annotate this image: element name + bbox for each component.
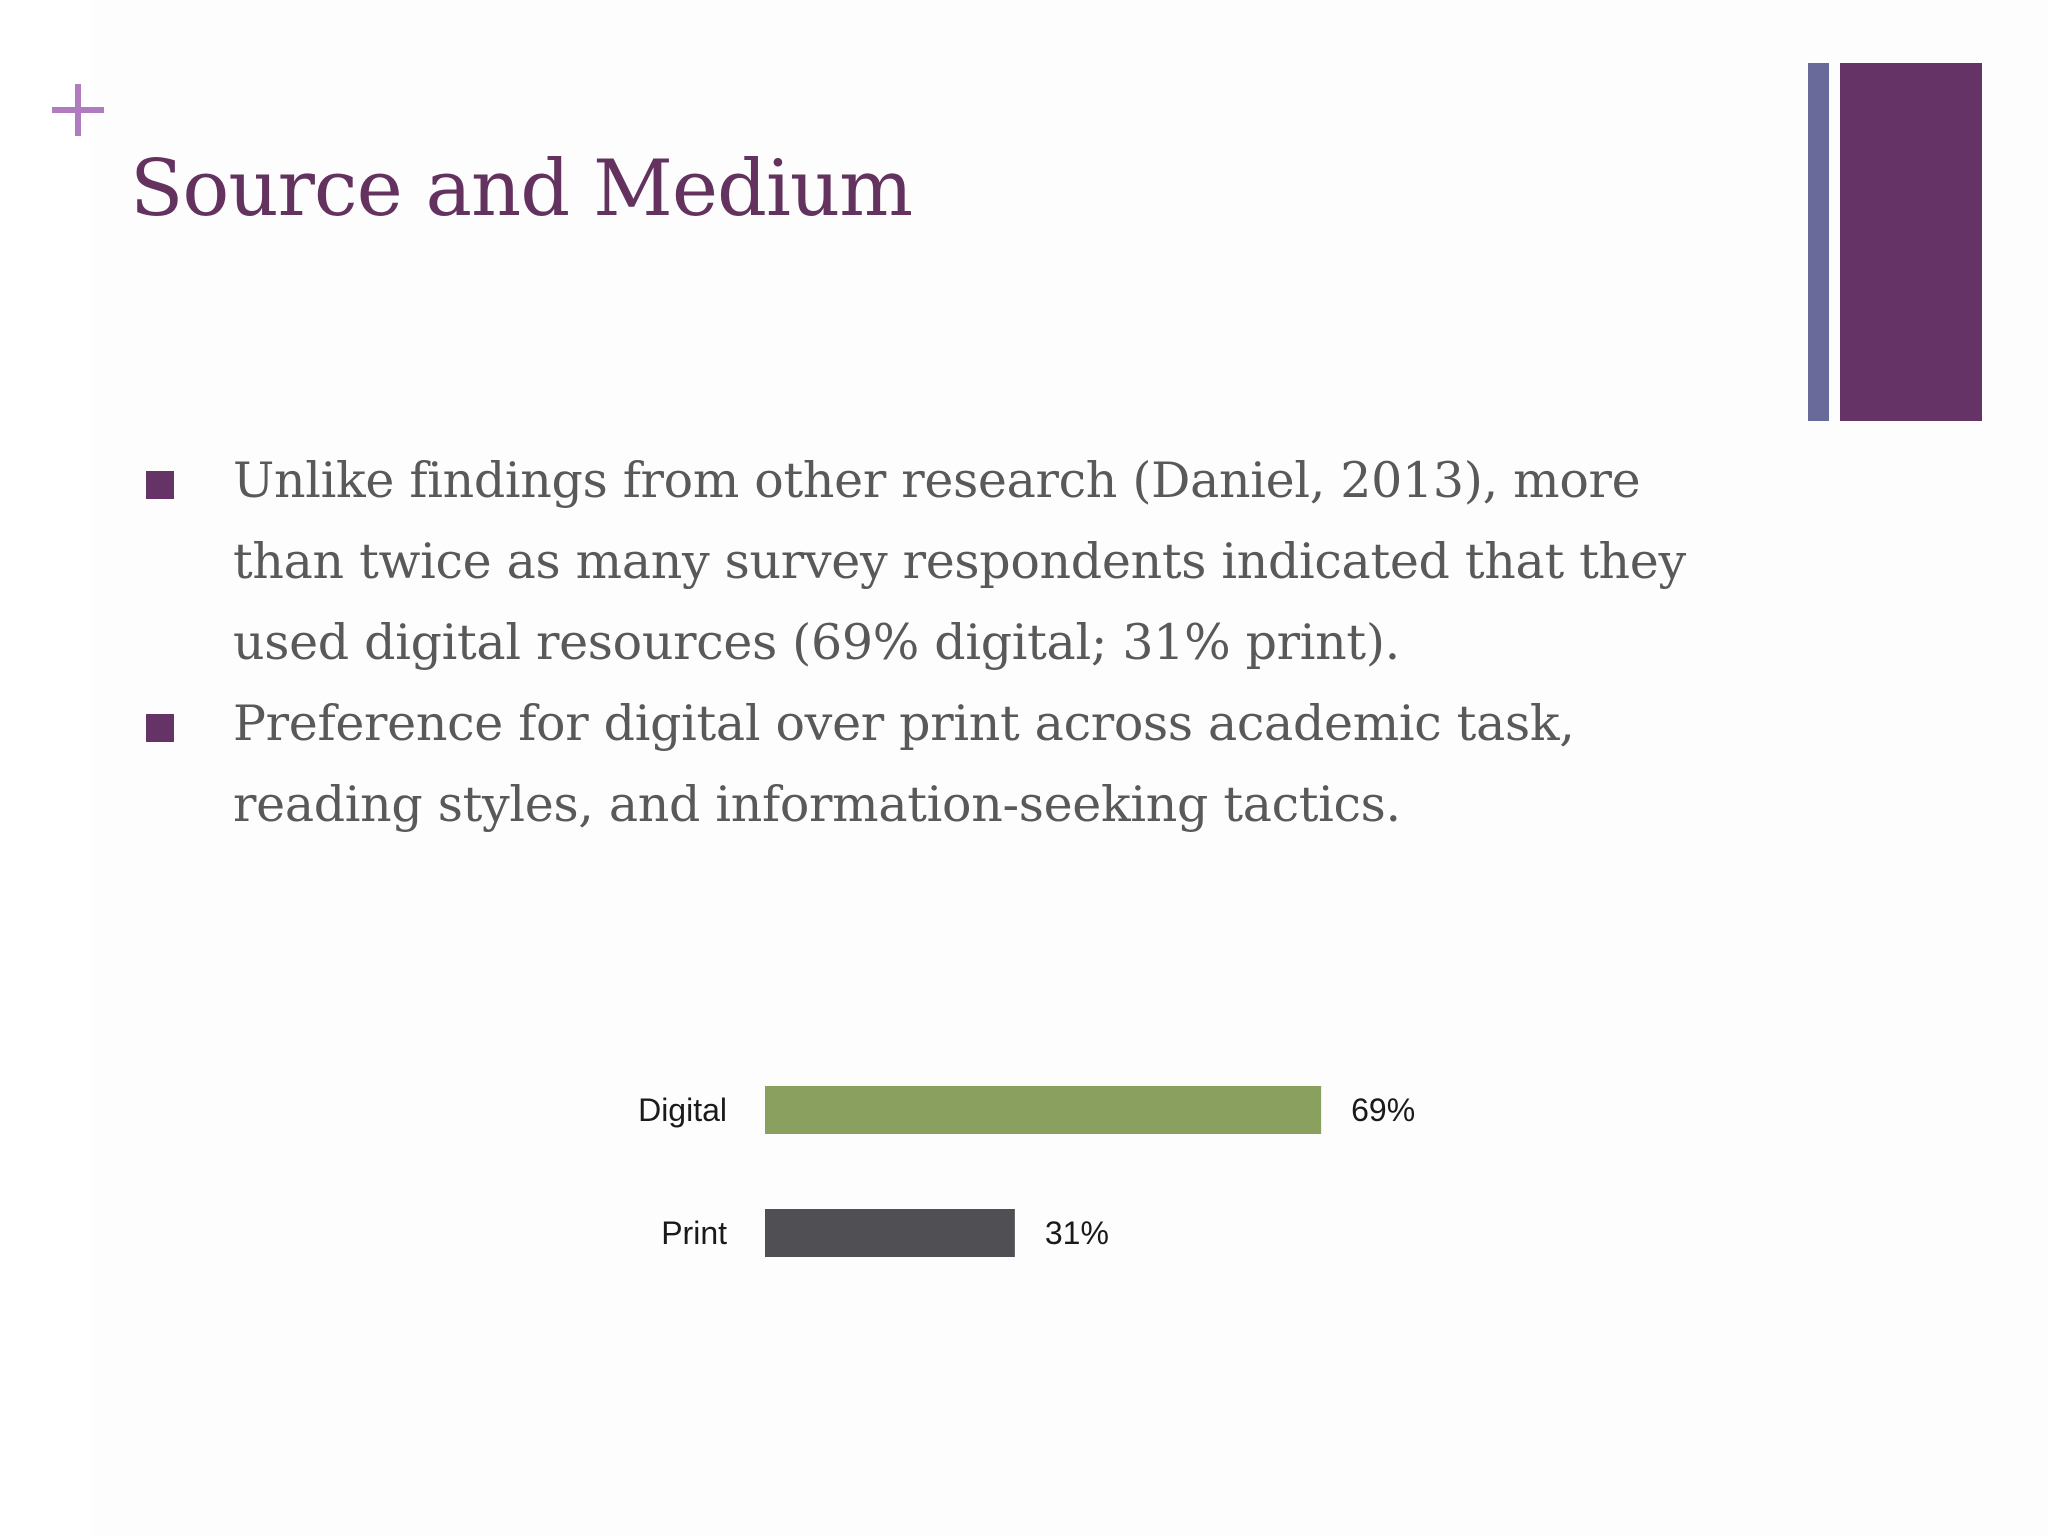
accent-bar-thin bbox=[1808, 63, 1829, 421]
value-label-print: 31% bbox=[1045, 1215, 1109, 1251]
bar-chart-svg: Digital 69% Print 31% bbox=[638, 1086, 1415, 1257]
bullet-item: Unlike findings from other research (Dan… bbox=[140, 440, 1760, 683]
square-bullet-icon bbox=[146, 471, 174, 499]
content-panel bbox=[92, 0, 2048, 1536]
category-label-digital: Digital bbox=[638, 1092, 727, 1128]
plus-icon-vertical bbox=[75, 84, 81, 136]
bullet-text: Preference for digital over print across… bbox=[233, 695, 1575, 833]
bullet-text: Unlike findings from other research (Dan… bbox=[233, 452, 1686, 671]
bullet-list: Unlike findings from other research (Dan… bbox=[140, 440, 1760, 845]
slide-title: Source and Medium bbox=[130, 144, 913, 234]
bullet-item: Preference for digital over print across… bbox=[140, 683, 1760, 845]
bar-digital bbox=[765, 1086, 1322, 1134]
value-label-digital: 69% bbox=[1351, 1092, 1415, 1128]
bar-chart: Digital 69% Print 31% bbox=[600, 1060, 1500, 1300]
category-label-print: Print bbox=[661, 1215, 727, 1251]
square-bullet-icon bbox=[146, 714, 174, 742]
plus-icon bbox=[50, 82, 106, 138]
bar-print bbox=[765, 1209, 1015, 1257]
accent-bar-wide bbox=[1840, 63, 1982, 421]
